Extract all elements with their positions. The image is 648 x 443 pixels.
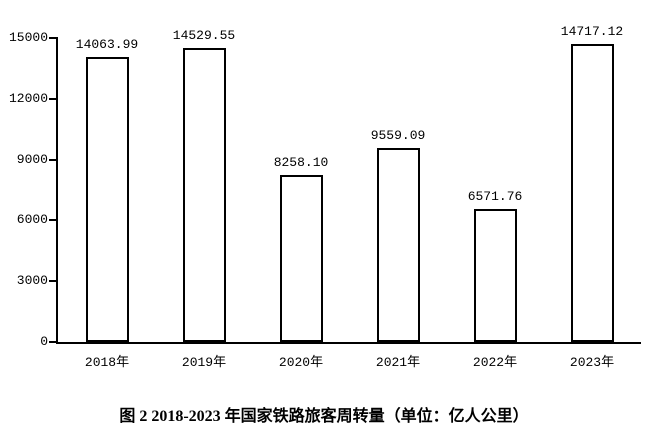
y-tick-mark: [49, 97, 56, 100]
bar: [570, 43, 614, 342]
y-axis-line: [56, 37, 58, 344]
y-tick-label: 15000: [8, 30, 48, 45]
y-tick-mark: [49, 341, 56, 343]
y-tick-mark: [49, 219, 56, 222]
bar-value-label: 14063.99: [75, 36, 139, 52]
bar: [376, 148, 420, 342]
x-axis-line: [56, 342, 641, 344]
x-category-label: 2023年: [569, 355, 615, 370]
y-tick-label: 0: [40, 334, 48, 349]
bar-value-label: 9559.09: [370, 128, 426, 144]
y-tick-label: 9000: [16, 151, 48, 167]
bar-value-label: 14529.55: [172, 27, 236, 43]
y-tick-mark: [49, 158, 56, 161]
bar: [473, 208, 517, 342]
x-category-label: 2022年: [472, 355, 518, 370]
x-category-label: 2018年: [84, 355, 130, 370]
y-tick-label: 12000: [8, 90, 48, 106]
y-tick-label: 3000: [16, 273, 48, 289]
bar: [182, 47, 226, 342]
bar: [279, 174, 323, 342]
bar-value-label: 14717.12: [560, 23, 624, 39]
bar-value-label: 6571.76: [467, 188, 523, 204]
y-tick-label: 6000: [16, 212, 48, 228]
bar: [85, 56, 129, 342]
y-tick-mark: [49, 37, 56, 39]
x-category-label: 2021年: [375, 355, 421, 370]
x-category-label: 2019年: [181, 355, 227, 370]
y-tick-mark: [49, 280, 56, 283]
bar-value-label: 8258.10: [273, 154, 329, 170]
chart-caption: 图 2 2018-2023 年国家铁路旅客周转量（单位：亿人公里）: [119, 408, 529, 425]
x-category-label: 2020年: [278, 355, 324, 370]
